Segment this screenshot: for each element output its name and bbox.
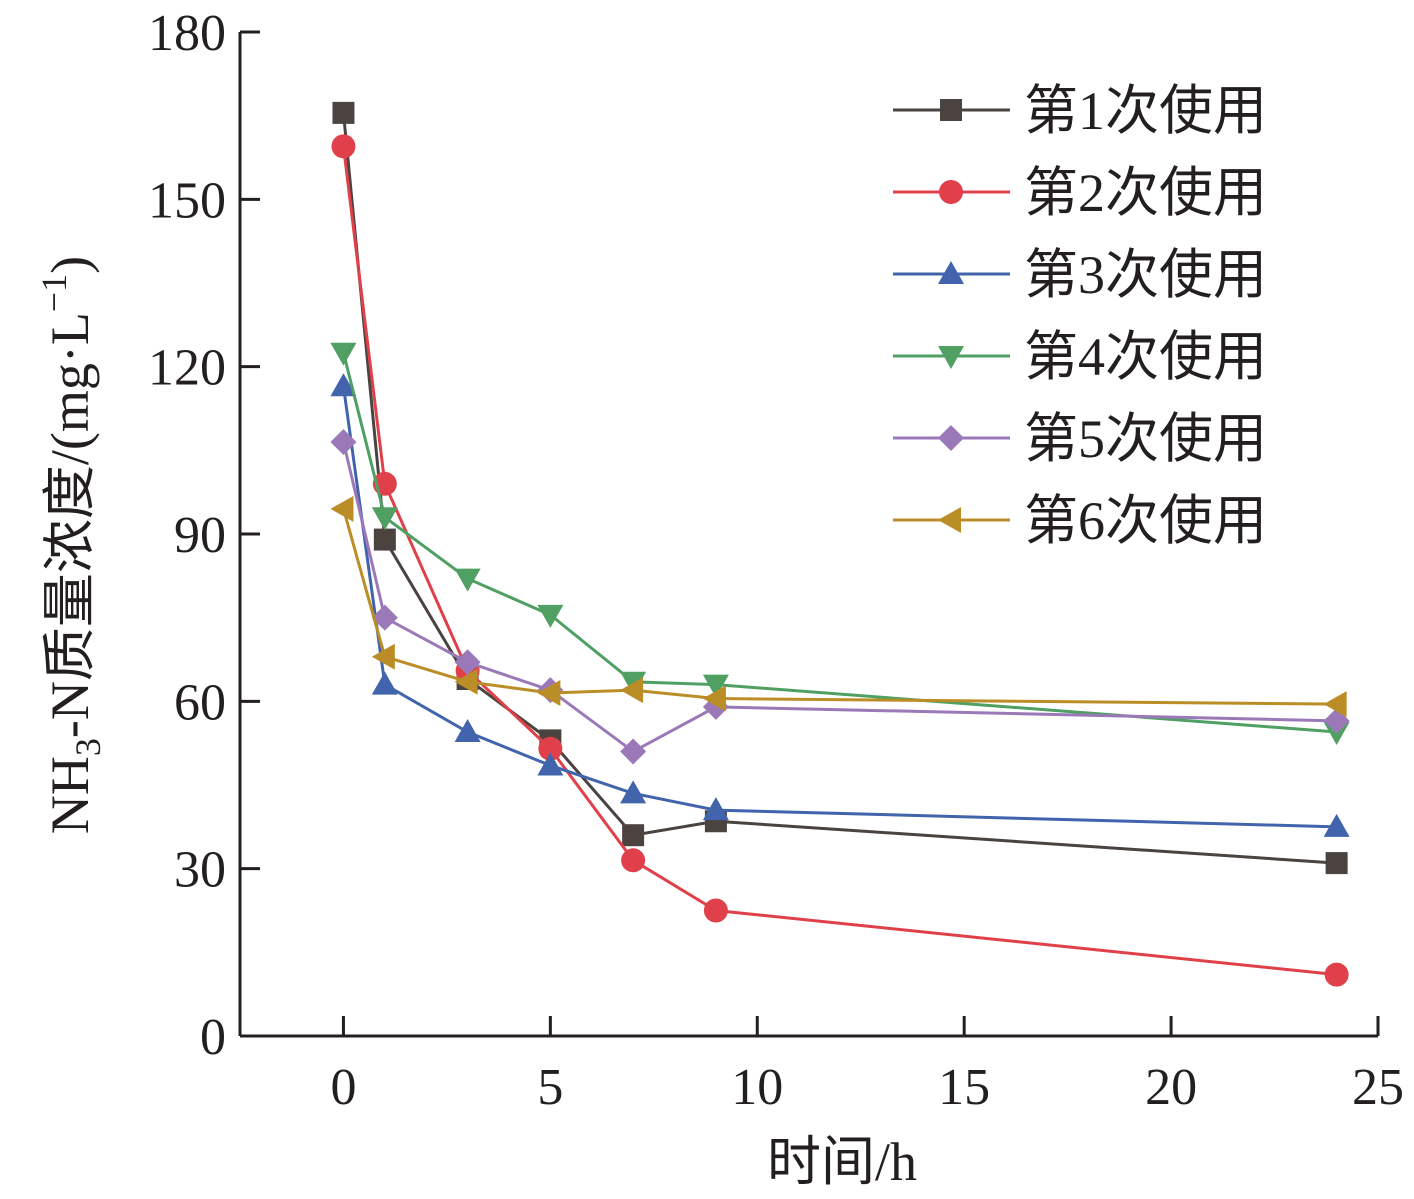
series-4-point xyxy=(330,342,357,366)
x-tick-label: 5 xyxy=(537,1059,563,1116)
series-6-point xyxy=(537,679,561,706)
series-3-point xyxy=(1323,813,1350,837)
y-tick-label: 30 xyxy=(174,842,226,899)
y-axis-ticks: 0 30 60 90 120 150 180 xyxy=(148,5,260,1066)
legend-label: 第2次使用 xyxy=(1024,163,1267,223)
x-tick-label: 15 xyxy=(938,1059,990,1116)
series-5-point xyxy=(620,738,647,765)
series-6-point xyxy=(371,643,395,670)
series-6-point xyxy=(454,668,478,695)
y-tick-label: 120 xyxy=(148,340,226,397)
series-5-point xyxy=(330,428,357,455)
series-2-point xyxy=(703,898,728,923)
series-2-point xyxy=(331,134,356,159)
series-3-point xyxy=(330,373,357,397)
series-6 xyxy=(330,495,1347,718)
x-tick-label: 10 xyxy=(731,1059,783,1116)
legend-item-5: 第5次使用 xyxy=(893,409,1267,469)
legend-marker xyxy=(940,99,962,121)
series-3-point xyxy=(454,719,481,743)
series-3-point xyxy=(702,797,729,821)
legend-marker xyxy=(938,507,961,533)
series-6-point xyxy=(702,685,726,712)
series-2-point xyxy=(538,736,563,761)
series-4-point xyxy=(454,568,481,592)
series-3-point xyxy=(620,780,647,804)
series-3-point xyxy=(371,671,398,695)
series-1-line xyxy=(341,112,1337,865)
series-5 xyxy=(330,428,1350,765)
y-tick-label: 90 xyxy=(174,507,226,564)
x-tick-label: 25 xyxy=(1352,1059,1404,1116)
legend-item-4: 第4次使用 xyxy=(893,327,1267,387)
legend-marker xyxy=(938,261,964,284)
series-1-point xyxy=(373,528,396,551)
legend-label: 第6次使用 xyxy=(1024,491,1267,551)
series-1-point xyxy=(622,824,645,847)
series-3-point xyxy=(537,752,564,776)
legend-item-3: 第3次使用 xyxy=(893,245,1267,305)
x-axis-title: 时间/h xyxy=(767,1132,917,1192)
series-4-point xyxy=(537,604,564,628)
legend-item-1: 第1次使用 xyxy=(893,81,1267,141)
y-tick-label: 180 xyxy=(148,5,226,62)
legend-item-6: 第6次使用 xyxy=(893,491,1267,551)
series-2-point xyxy=(1324,962,1349,987)
legend-label: 第5次使用 xyxy=(1024,409,1267,469)
series-1-point xyxy=(332,101,355,124)
legend-marker xyxy=(939,180,963,204)
legend-label: 第1次使用 xyxy=(1024,81,1267,141)
legend-marker xyxy=(938,346,964,369)
y-axis-title: NH3-N质量浓度/(mg·L−1) xyxy=(34,256,108,834)
series-1-point xyxy=(1325,852,1348,875)
series-5-point xyxy=(454,649,481,676)
series-4-point xyxy=(371,507,398,531)
series-5-line xyxy=(341,441,1337,754)
series-6-point xyxy=(620,677,644,704)
series-6-point xyxy=(1323,691,1347,718)
series-layer xyxy=(330,101,1350,987)
series-2-point xyxy=(621,848,646,873)
legend-item-2: 第2次使用 xyxy=(893,163,1267,223)
series-5-point xyxy=(371,604,398,631)
series-6-point xyxy=(330,495,354,522)
legend-label: 第3次使用 xyxy=(1024,245,1267,305)
y-tick-label: 60 xyxy=(174,674,226,731)
y-tick-label: 150 xyxy=(148,172,226,229)
x-tick-label: 0 xyxy=(330,1059,356,1116)
x-tick-label: 20 xyxy=(1145,1059,1197,1116)
legend-label: 第4次使用 xyxy=(1024,327,1267,387)
legend-marker xyxy=(938,425,964,451)
x-axis-ticks: 0 5 10 15 20 25 xyxy=(330,1016,1404,1116)
y-tick-label: 0 xyxy=(200,1009,226,1066)
series-4-point xyxy=(702,674,729,698)
series-3 xyxy=(330,373,1350,837)
